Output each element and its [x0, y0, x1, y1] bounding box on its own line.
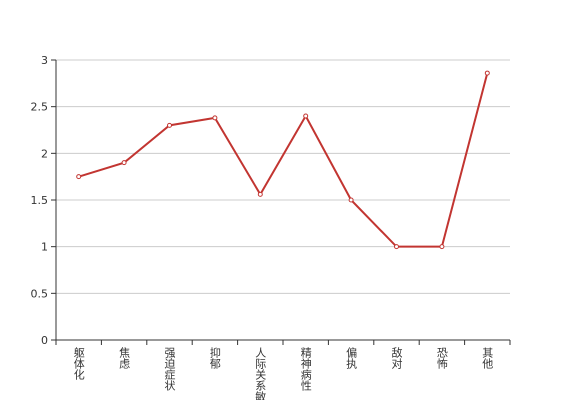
y-tick-label: 1 — [41, 241, 48, 254]
x-tick-label: 焦虑 — [118, 347, 131, 369]
x-tick-label: 抑郁 — [208, 346, 221, 369]
point — [212, 115, 218, 121]
x-tick-label: 强迫症状 — [163, 347, 176, 391]
x-tick-label: 精神病性 — [299, 347, 312, 392]
point — [439, 244, 445, 250]
point — [76, 174, 82, 180]
y-tick-label: 0 — [41, 334, 48, 347]
x-tick-label: 偏执 — [345, 346, 358, 370]
point — [394, 244, 399, 250]
y-tick-label: 1.5 — [31, 194, 49, 207]
line — [78, 72, 489, 248]
y-tick-label: 3 — [41, 54, 48, 67]
x-tick-label: 人际关系敏感 — [254, 347, 267, 400]
point — [167, 122, 172, 128]
x-tick-label: 恐怖 — [435, 347, 448, 369]
point — [484, 70, 490, 76]
y-tick-label: 2 — [41, 147, 48, 160]
point — [257, 191, 263, 197]
y-tick-label: 2.5 — [31, 101, 49, 114]
point — [121, 160, 127, 166]
point — [348, 197, 354, 203]
point — [303, 113, 309, 119]
x-tick-label: 敌对 — [390, 346, 403, 369]
x-tick-label: 其他 — [481, 347, 494, 369]
y-tick-label: 0.5 — [31, 287, 49, 300]
x-tick-label: 躯体化 — [72, 347, 85, 381]
